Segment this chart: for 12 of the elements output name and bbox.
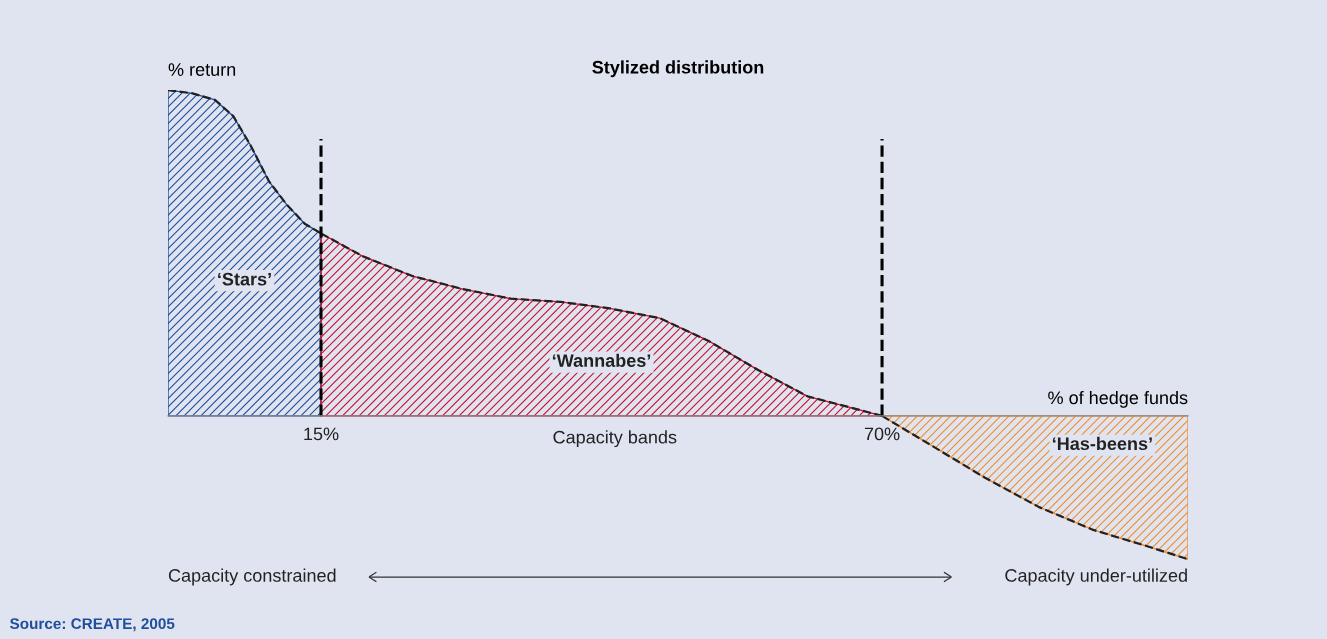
source-note: Source: CREATE, 2005 (9, 618, 175, 632)
annotation: Capacity bands (553, 430, 677, 448)
text: Capacity under-utilized (1005, 568, 1187, 586)
x-tick-label: 70% (864, 427, 900, 441)
text: Capacity constrained (168, 568, 336, 586)
x-tick-label: 15% (304, 427, 339, 441)
series-label: ‘Wannabes’ (552, 353, 651, 367)
series-label: ‘Stars’ (218, 272, 271, 286)
y-axis-title: % return (168, 63, 236, 76)
series-label: ‘Has-beens’ (1052, 436, 1152, 451)
chart-title: Stylized distribution (592, 60, 764, 78)
x-axis-title: % of hedge funds (1048, 390, 1188, 408)
